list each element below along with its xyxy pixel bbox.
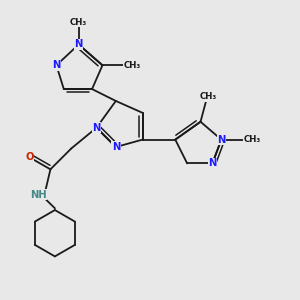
Text: CH₃: CH₃ xyxy=(124,61,141,70)
Text: CH₃: CH₃ xyxy=(70,18,87,27)
Text: N: N xyxy=(208,158,217,168)
Text: N: N xyxy=(217,135,226,145)
Text: NH: NH xyxy=(30,190,47,200)
Text: N: N xyxy=(74,40,83,50)
Text: CH₃: CH₃ xyxy=(199,92,217,101)
Text: O: O xyxy=(26,152,34,162)
Text: N: N xyxy=(52,60,61,70)
Text: N: N xyxy=(92,123,101,133)
Text: N: N xyxy=(112,142,120,152)
Text: CH₃: CH₃ xyxy=(244,135,261,144)
